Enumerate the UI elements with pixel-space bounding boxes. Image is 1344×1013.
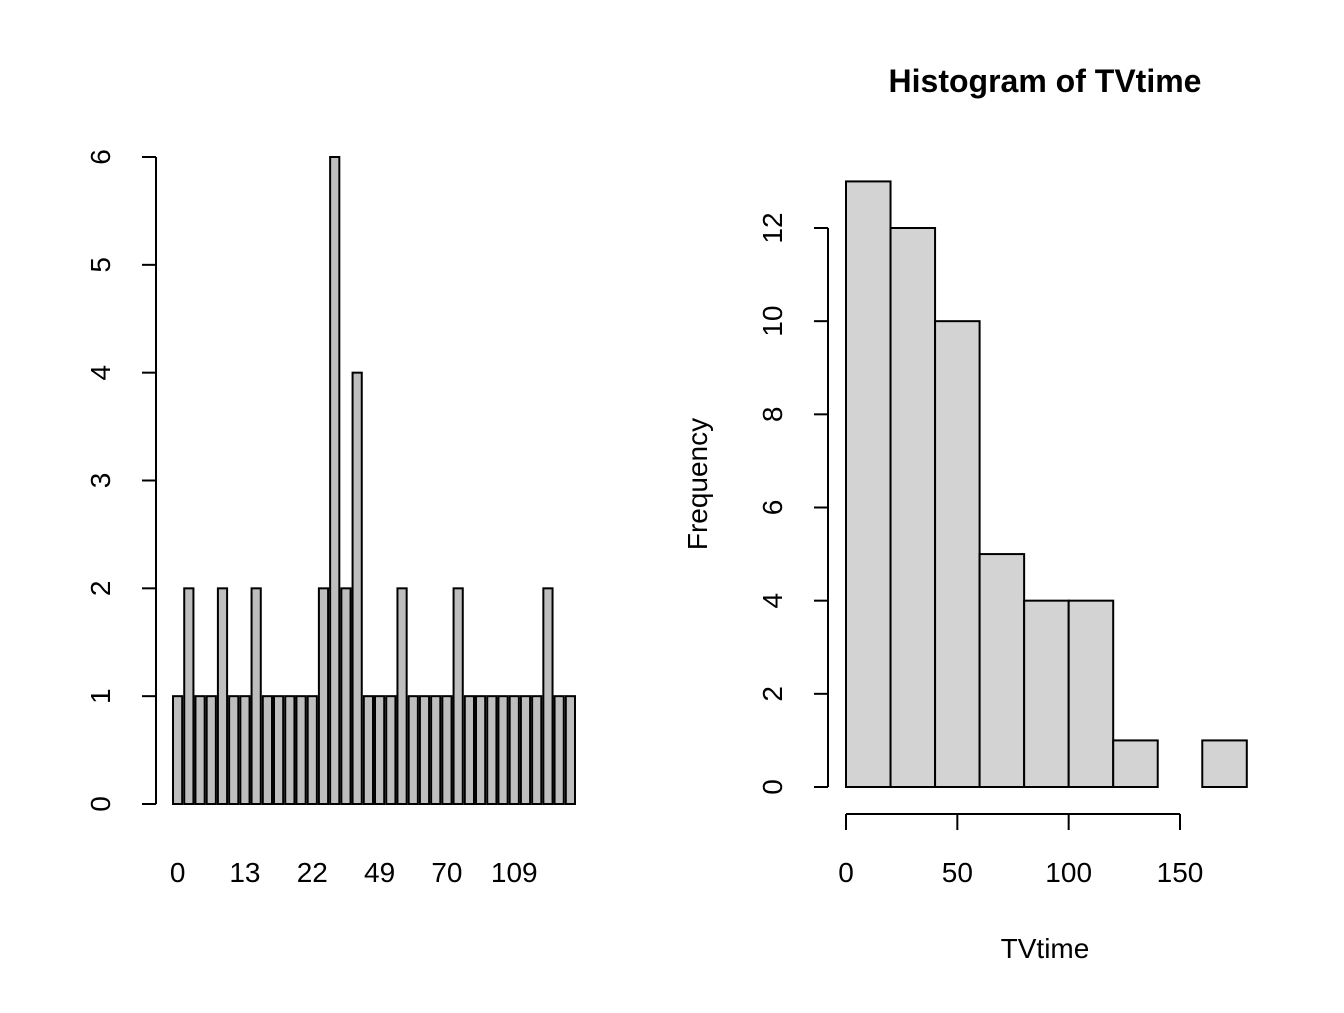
x-tick-label: 70 <box>431 857 462 888</box>
bar <box>497 695 509 806</box>
bar <box>239 695 251 806</box>
bar <box>407 695 419 806</box>
bar <box>374 695 386 806</box>
bar <box>351 371 363 805</box>
bar <box>1023 599 1070 789</box>
bar <box>396 587 408 805</box>
bar <box>194 695 206 806</box>
y-axis-label: Frequency <box>682 418 713 550</box>
y-tick-label: 2 <box>85 581 116 597</box>
bar <box>172 695 184 806</box>
x-tick-label: 49 <box>364 857 395 888</box>
bar <box>934 320 981 788</box>
x-tick-label: 22 <box>297 857 328 888</box>
bar <box>183 587 195 805</box>
bar <box>486 695 498 806</box>
bar <box>205 695 217 806</box>
y-tick-label: 3 <box>85 473 116 489</box>
bar <box>216 587 229 805</box>
y-tick-label: 12 <box>757 212 788 243</box>
bar <box>441 695 453 806</box>
x-tick-label: 13 <box>229 857 260 888</box>
bar <box>228 695 240 806</box>
bar <box>284 695 296 806</box>
bar <box>385 695 397 806</box>
bar <box>475 695 487 806</box>
x-tick-label: 100 <box>1045 857 1092 888</box>
x-tick-label: 150 <box>1157 857 1204 888</box>
y-tick-label: 8 <box>757 407 788 423</box>
bar <box>295 695 307 806</box>
bar <box>250 587 262 805</box>
bar <box>452 587 464 805</box>
y-tick-label: 2 <box>757 686 788 702</box>
bar <box>1112 739 1159 789</box>
bar <box>306 695 318 806</box>
x-tick-label: 109 <box>491 857 538 888</box>
x-tick-label: 0 <box>170 857 186 888</box>
left-barplot: 0 1 2 3 4 5 6 0 13 22 49 70 109 <box>85 149 576 888</box>
y-tick-label: 6 <box>85 149 116 165</box>
bar <box>845 180 892 788</box>
x-axis-label: TVtime <box>1001 933 1090 964</box>
bar <box>430 695 442 806</box>
bar <box>519 695 532 806</box>
y-tick-label: 5 <box>85 257 116 273</box>
bar <box>340 587 352 805</box>
bar <box>889 227 937 788</box>
chart-title: Histogram of TVtime <box>889 63 1202 99</box>
bar <box>362 695 374 806</box>
y-tick-label: 4 <box>85 365 116 381</box>
bar <box>564 695 576 806</box>
bar <box>317 587 330 805</box>
bar <box>261 695 273 806</box>
bar <box>1067 599 1115 789</box>
y-tick-label: 4 <box>757 593 788 609</box>
bar <box>553 695 565 806</box>
bar <box>463 695 475 806</box>
bar <box>978 553 1026 788</box>
y-tick-label: 0 <box>757 779 788 795</box>
bar <box>542 587 554 805</box>
x-tick-label: 0 <box>838 857 854 888</box>
y-tick-label: 1 <box>85 688 116 704</box>
bar <box>1201 739 1248 789</box>
x-tick-label: 50 <box>942 857 973 888</box>
y-tick-label: 10 <box>757 306 788 337</box>
y-tick-label: 0 <box>85 796 116 812</box>
bar <box>273 695 285 806</box>
right-histogram: Histogram of TVtime TVtime Frequency 0 50… <box>682 63 1248 964</box>
bar <box>508 695 520 806</box>
y-tick-label: 6 <box>757 500 788 516</box>
bar <box>418 695 431 806</box>
bar <box>531 695 543 806</box>
bar <box>329 156 341 805</box>
